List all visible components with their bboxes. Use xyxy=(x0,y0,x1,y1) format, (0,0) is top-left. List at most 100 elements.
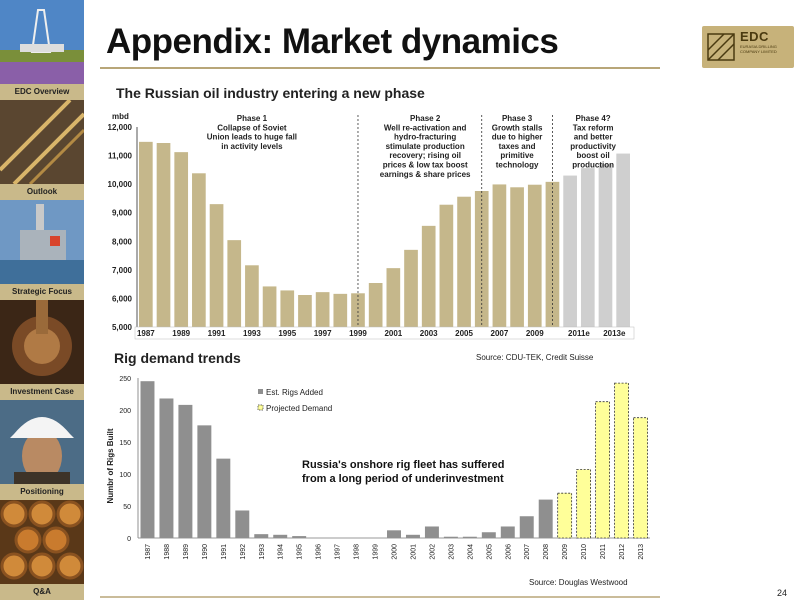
phase-label-line: prices & low tax boost xyxy=(383,161,468,170)
rig-y-tick-label: 0 xyxy=(127,536,131,543)
rig-bar-projected xyxy=(576,469,592,539)
phase-label-line: due to higher xyxy=(492,133,543,142)
rig-y-tick-label: 250 xyxy=(119,376,131,383)
rig-bar-added xyxy=(159,398,174,538)
rig-bar-added xyxy=(178,404,193,538)
oil-bar xyxy=(563,175,577,327)
rig-x-tick-label: 1989 xyxy=(183,544,190,560)
sidebar-item-investment-case[interactable]: Investment Case xyxy=(0,300,84,400)
oil-bar xyxy=(298,295,312,327)
oil-bar xyxy=(333,293,348,327)
sidebar-item-edc-overview[interactable]: EDC Overview xyxy=(0,0,84,100)
sidebar: EDC Overview Outlook Strategic Focus Inv… xyxy=(0,0,84,600)
oil-y-tick-label: 9,000 xyxy=(112,209,133,218)
company-logo xyxy=(702,26,794,68)
rig-bar-added xyxy=(216,458,231,538)
rig-y-tick-label: 150 xyxy=(119,440,131,447)
phase-label-line: Phase 4? xyxy=(576,114,611,123)
oil-bar xyxy=(156,143,171,327)
phase-label-line: production xyxy=(572,161,614,170)
drilling-rig-field-icon xyxy=(0,0,84,84)
sidebar-item-label: Strategic Focus xyxy=(0,284,84,300)
rig-x-tick-label: 2008 xyxy=(543,544,550,560)
rig-x-tick-label: 1987 xyxy=(145,544,152,560)
rig-bar-projected xyxy=(557,492,573,539)
sidebar-item-positioning[interactable]: Positioning xyxy=(0,400,84,500)
rig-y-tick-label: 50 xyxy=(123,504,131,511)
title-divider xyxy=(100,67,660,69)
oil-bar xyxy=(598,164,613,327)
oil-bar xyxy=(421,225,436,327)
phase-label-line: Collapse of Soviet xyxy=(217,123,287,132)
rig-x-tick-label: 2010 xyxy=(581,544,588,560)
sidebar-item-label: Positioning xyxy=(0,484,84,500)
oil-bar xyxy=(245,265,259,327)
sidebar-item-label: Investment Case xyxy=(0,384,84,400)
oil-bar xyxy=(616,153,630,327)
rig-x-tick-label: 2009 xyxy=(562,544,569,560)
rig-x-tick-label: 1991 xyxy=(221,544,228,560)
oil-x-tick-label: 1987 xyxy=(137,329,155,338)
worker-helmet-icon xyxy=(0,400,84,484)
oil-bar xyxy=(192,173,206,327)
rig-x-tick-label: 2011 xyxy=(600,544,607,559)
oil-chart-title: The Russian oil industry entering a new … xyxy=(116,85,425,101)
oil-y-tick-label: 6,000 xyxy=(112,294,133,303)
sidebar-item-qa[interactable]: Q&A xyxy=(0,500,84,600)
oil-x-tick-label: 1989 xyxy=(172,329,190,338)
pipes-icon xyxy=(0,500,84,584)
phase-label-line: hydro-fracturing xyxy=(394,133,456,142)
rig-y-tick-label: 100 xyxy=(119,472,131,479)
logo-mark-icon xyxy=(707,33,735,61)
rig-y-axis-label: Numbr of Rigs Built xyxy=(106,428,115,503)
sidebar-item-label: Q&A xyxy=(0,584,84,600)
rig-bar-added xyxy=(538,499,553,538)
oil-x-tick-label: 2003 xyxy=(420,329,438,338)
phase-label-line: boost oil xyxy=(576,151,609,160)
oil-x-tick-label: 2013e xyxy=(603,329,626,338)
oil-bar xyxy=(209,204,224,327)
oil-bar xyxy=(262,286,277,327)
rig-bar-added xyxy=(387,530,401,538)
sidebar-item-outlook[interactable]: Outlook xyxy=(0,100,84,200)
sidebar-item-label: Outlook xyxy=(0,184,84,200)
legend-swatch-projected xyxy=(257,404,264,411)
oil-bar xyxy=(545,181,560,327)
rig-x-tick-label: 2007 xyxy=(524,544,531,560)
rig-bar-added xyxy=(197,425,212,538)
rig-x-tick-label: 1996 xyxy=(316,544,323,560)
rig-bar-added xyxy=(273,534,288,538)
rig-annotation-line: from a long period of underinvestment xyxy=(302,473,504,485)
oil-bar xyxy=(439,204,454,327)
wellhead-icon xyxy=(0,300,84,384)
oil-x-axis-strip xyxy=(134,326,635,340)
rig-x-tick-label: 2005 xyxy=(486,544,493,560)
oil-bar xyxy=(527,184,542,327)
oil-y-axis-unit: mbd xyxy=(112,112,129,121)
oil-x-tick-label: 2005 xyxy=(455,329,473,338)
rig-x-tick-label: 2013 xyxy=(638,544,645,560)
rig-x-tick-label: 2002 xyxy=(429,544,436,560)
legend-swatch-added xyxy=(258,389,263,394)
phase-label-line: Phase 1 xyxy=(237,114,268,123)
rig-bar-added xyxy=(140,381,155,538)
sidebar-item-strategic-focus[interactable]: Strategic Focus xyxy=(0,200,84,300)
oil-y-tick-label: 11,000 xyxy=(108,152,133,161)
oil-x-tick-label: 1991 xyxy=(208,329,226,338)
rig-x-tick-label: 1990 xyxy=(202,544,209,560)
oil-chart-source: Source: CDU-TEK, Credit Suisse xyxy=(476,353,594,362)
offshore-rig-icon xyxy=(0,200,84,284)
oil-bar xyxy=(351,293,365,327)
rig-bar-added xyxy=(235,510,250,538)
phase-label-line: Well re-activation and xyxy=(384,123,467,132)
rig-bar-added xyxy=(500,526,515,538)
rig-annotation-line: Russia's onshore rig fleet has suffered xyxy=(302,459,505,471)
phase-label-line: stimulate production xyxy=(386,142,465,151)
rig-bar-added xyxy=(292,536,307,538)
oil-y-tick-label: 5,000 xyxy=(112,323,133,332)
rig-x-tick-label: 1993 xyxy=(259,544,266,560)
oil-x-tick-label: 1995 xyxy=(278,329,296,338)
rig-bar-projected xyxy=(633,417,648,539)
phase-label-line: Phase 3 xyxy=(502,114,533,123)
